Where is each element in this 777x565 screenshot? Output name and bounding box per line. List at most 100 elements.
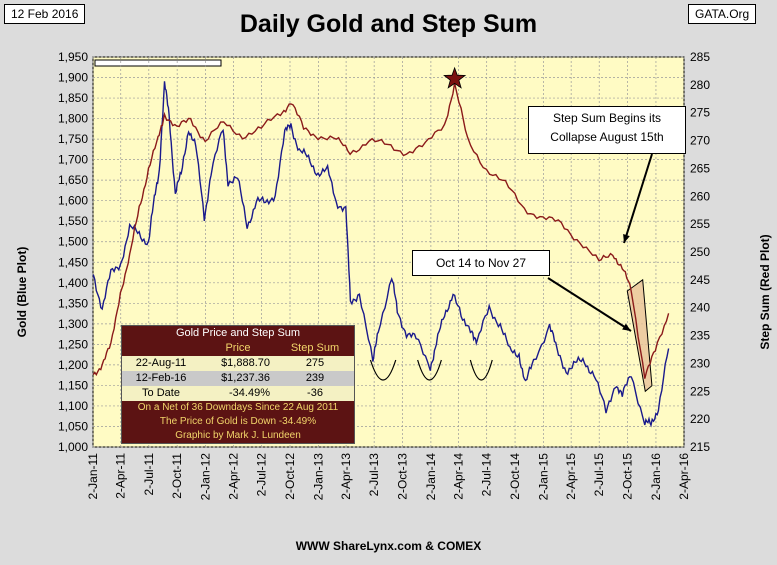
arrow-collapse [623, 153, 653, 244]
y-tick-label-left: 1,200 [58, 358, 88, 372]
table-cell: 22-Aug-11 [135, 357, 187, 369]
table-note: Graphic by Mark J. Lundeen [122, 429, 354, 443]
x-tick-label: 2-Jul-14 [480, 453, 494, 497]
y-tick-label-right: 260 [690, 189, 710, 203]
x-tick-label: 2-Oct-15 [621, 453, 635, 500]
y-tick-label-right: 270 [690, 134, 710, 148]
x-tick-label: 2-Apr-14 [452, 453, 466, 500]
table-cell: -36 [307, 387, 323, 399]
y-tick-label-right: 245 [690, 273, 710, 287]
y-tick-label-right: 225 [690, 384, 710, 398]
table-title: Gold Price and Step Sum [122, 326, 354, 341]
y-tick-label-left: 1,500 [58, 235, 88, 249]
annotation-line-2: Collapse August 15th [550, 130, 664, 144]
x-tick-label: 2-Apr-11 [114, 453, 128, 499]
x-tick-label: 2-Jul-12 [255, 453, 269, 497]
x-tick-label: 2-Apr-15 [564, 453, 578, 500]
y-tick-label-left: 1,900 [58, 71, 88, 85]
y-tick-label-left: 1,450 [58, 255, 88, 269]
arrow-oct-nov-head [622, 323, 631, 331]
y-tick-label-right: 220 [690, 412, 710, 426]
annotation-line-1: Step Sum Begins its [552, 111, 662, 125]
table-cell: $1,888.70 [221, 357, 270, 369]
y-tick-label-left: 1,400 [58, 276, 88, 290]
table-cell: 275 [305, 357, 325, 369]
y-tick-label-left: 1,600 [58, 194, 88, 208]
x-tick-label: 2-Apr-16 [677, 453, 691, 500]
footer-credit: WWW ShareLynx.com & COMEX [295, 539, 482, 553]
y-tick-label-left: 1,000 [58, 440, 88, 454]
y-tick-label-left: 1,700 [58, 153, 88, 167]
bottom-arc-annotation [369, 359, 397, 381]
y-tick-label-left: 1,750 [58, 132, 88, 146]
table-row: To Date -34.49% -36 [122, 386, 354, 401]
x-tick-label: 2-Jul-13 [367, 453, 381, 497]
x-tick-label: 2-Jan-16 [649, 453, 663, 501]
x-tick-label: 2-Oct-13 [396, 453, 410, 500]
step-sum-series-line [92, 82, 670, 379]
arrow-oct-nov [547, 277, 632, 332]
y-tick-label-right: 240 [690, 301, 710, 315]
date-label: 12 Feb 2016 [4, 4, 86, 24]
y-tick-label-left: 1,650 [58, 173, 88, 187]
y-tick-label-right: 215 [690, 440, 710, 454]
table-header-cell [122, 341, 200, 356]
summary-table: Gold Price and Step Sum Price Step Sum 2… [121, 325, 355, 444]
table-header-cell: Step Sum [290, 342, 340, 354]
y-tick-label-right: 280 [690, 78, 710, 92]
table-header-row: Price Step Sum [122, 341, 354, 356]
x-tick-label: 2-Jan-14 [424, 453, 438, 501]
annotation-oct-nov: Oct 14 to Nov 27 [412, 250, 550, 276]
y-tick-label-left: 1,350 [58, 296, 88, 310]
table-cell: 12-Feb-16 [135, 372, 187, 384]
table-note: The Price of Gold is Down -34.49% [122, 415, 354, 429]
y-tick-label-right: 285 [690, 50, 710, 64]
gold-series-line [92, 81, 670, 428]
y-axis-left-title: Gold (Blue Plot) [15, 246, 29, 338]
bottom-arc-annotation [469, 359, 493, 381]
arrow-collapse-head [623, 234, 630, 243]
y-tick-label-right: 265 [690, 161, 710, 175]
star-marker-icon [443, 66, 467, 89]
y-tick-label-left: 1,050 [58, 419, 88, 433]
x-tick-label: 2-Jan-15 [536, 453, 550, 501]
table-cell: To Date [142, 387, 180, 399]
annotation-step-sum-collapse: Step Sum Begins its Collapse August 15th [528, 106, 686, 154]
y-tick-label-left: 1,100 [58, 399, 88, 413]
x-tick-label: 2-Oct-11 [170, 453, 184, 499]
source-label: GATA.Org [688, 4, 757, 24]
y-tick-label-right: 255 [690, 217, 710, 231]
x-tick-label: 2-Oct-12 [283, 453, 297, 500]
x-tick-label: 2-Apr-12 [227, 453, 241, 500]
x-tick-label: 2-Jan-12 [199, 453, 213, 501]
legend-box [94, 59, 222, 67]
y-tick-label-left: 1,950 [58, 50, 88, 64]
y-tick-label-left: 1,150 [58, 378, 88, 392]
y-tick-label-left: 1,300 [58, 317, 88, 331]
y-tick-label-left: 1,850 [58, 91, 88, 105]
bottom-arc-annotation [417, 359, 442, 381]
x-tick-label: 2-Apr-13 [339, 453, 353, 500]
x-tick-label: 2-Jan-11 [86, 453, 100, 500]
y-tick-label-right: 230 [690, 356, 710, 370]
table-cell: 239 [305, 372, 325, 384]
y-axis-right-title: Step Sum (Red Plot) [758, 234, 772, 350]
table-cell: $1,237.36 [221, 372, 270, 384]
chart-title: Daily Gold and Step Sum [239, 10, 538, 38]
y-tick-label-right: 275 [690, 106, 710, 120]
y-tick-label-right: 250 [690, 245, 710, 259]
y-tick-label-left: 1,550 [58, 214, 88, 228]
y-tick-label-left: 1,250 [58, 337, 88, 351]
x-tick-label: 2-Oct-14 [508, 453, 522, 500]
table-row: 22-Aug-11 $1,888.70 275 [122, 356, 354, 371]
table-row: 12-Feb-16 $1,237.36 239 [122, 371, 354, 386]
x-tick-label: 2-Jan-13 [311, 453, 325, 501]
table-header-cell: Price [225, 342, 251, 354]
y-tick-label-right: 235 [690, 329, 710, 343]
x-tick-label: 2-Jul-15 [592, 453, 606, 497]
x-tick-label: 2-Jul-11 [142, 453, 156, 496]
table-cell: -34.49% [229, 387, 270, 399]
table-note: On a Net of 36 Downdays Since 22 Aug 201… [122, 401, 354, 415]
